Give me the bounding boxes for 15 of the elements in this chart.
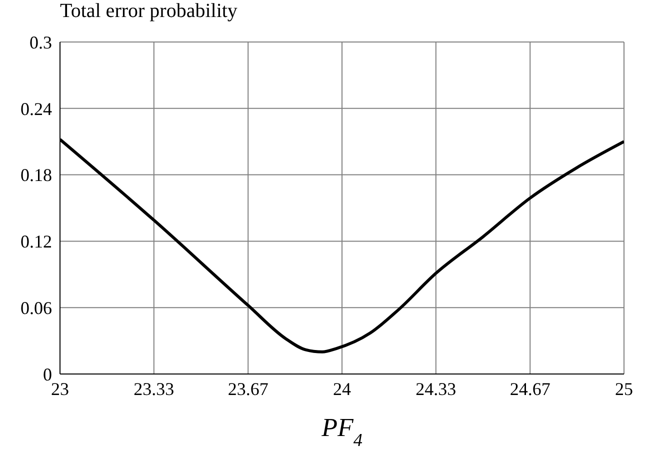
y-tick-label: 0 [43, 364, 52, 384]
x-tick-label: 23.67 [228, 378, 268, 399]
y-tick-label: 0.06 [20, 298, 52, 318]
y-tick-label: 0.18 [20, 165, 52, 186]
x-tick-label: 23 [51, 378, 69, 399]
x-tick-label: 24.67 [510, 378, 550, 399]
y-tick-label: 0.12 [20, 232, 52, 252]
y-tick-label: 0.3 [30, 32, 52, 52]
y-axis-title: Total error probability [60, 0, 238, 23]
x-tick-label: 23.33 [134, 378, 174, 399]
x-tick-label: 24.33 [416, 378, 456, 399]
x-axis-title: PF$_{4}$ [320, 413, 362, 450]
x-tick-label: 24 [333, 378, 351, 399]
y-tick-label: 0.24 [20, 98, 52, 119]
x-tick-label: 25 [615, 378, 633, 399]
